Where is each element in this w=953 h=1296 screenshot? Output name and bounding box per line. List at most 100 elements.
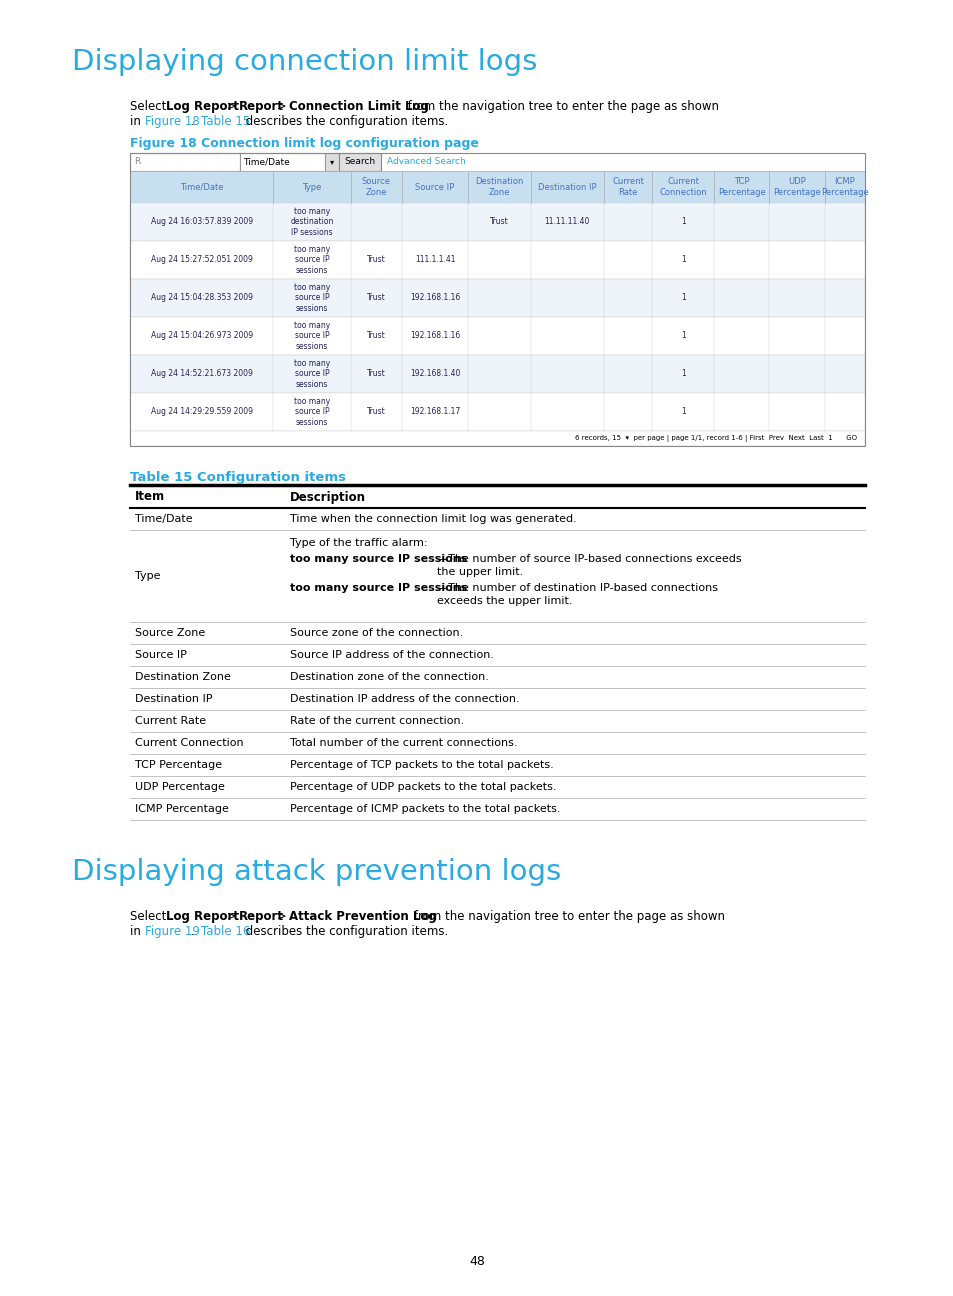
Text: too many
source IP
sessions: too many source IP sessions [294, 283, 330, 312]
Text: Source Zone: Source Zone [135, 629, 205, 638]
Text: Log Report: Log Report [166, 910, 238, 923]
Text: Destination zone of the connection.: Destination zone of the connection. [290, 673, 488, 682]
Text: R: R [133, 158, 140, 166]
Text: Percentage of TCP packets to the total packets.: Percentage of TCP packets to the total p… [290, 759, 553, 770]
Text: 192.168.1.40: 192.168.1.40 [410, 369, 459, 378]
Text: >: > [223, 100, 240, 113]
Text: Type of the traffic alarm:: Type of the traffic alarm: [290, 538, 427, 548]
Text: Description: Description [290, 490, 366, 504]
Bar [130, 432, 864, 446]
Text: 1: 1 [680, 332, 685, 341]
Text: Trust: Trust [367, 369, 385, 378]
Text: Current
Connection: Current Connection [659, 178, 706, 197]
Text: Displaying connection limit logs: Displaying connection limit logs [71, 48, 537, 76]
Text: 192.168.1.16: 192.168.1.16 [410, 332, 459, 341]
Text: Rate of the current connection.: Rate of the current connection. [290, 715, 464, 726]
Bar [130, 355, 864, 393]
Text: UDP Percentage: UDP Percentage [135, 781, 225, 792]
Text: Log Report: Log Report [166, 100, 238, 113]
Text: >: > [274, 100, 291, 113]
Text: Source zone of the connection.: Source zone of the connection. [290, 629, 463, 638]
Text: too many source IP sessions: too many source IP sessions [290, 553, 467, 564]
Text: Select: Select [130, 910, 170, 923]
Text: Source
Zone: Source Zone [361, 178, 391, 197]
Text: Time/Date: Time/Date [180, 183, 223, 192]
Text: Select: Select [130, 100, 170, 113]
Text: Table 16: Table 16 [201, 925, 251, 938]
Text: Time when the connection limit log was generated.: Time when the connection limit log was g… [290, 515, 577, 524]
Text: Item: Item [135, 490, 165, 504]
Text: Destination IP: Destination IP [135, 693, 213, 704]
Text: Table 15 Configuration items: Table 15 Configuration items [130, 470, 346, 483]
Bar [130, 279, 864, 318]
Text: —The number of destination IP-based connections: —The number of destination IP-based conn… [436, 583, 717, 594]
Text: Trust: Trust [367, 255, 385, 264]
Bar [130, 393, 864, 432]
Text: Advanced Search: Advanced Search [387, 158, 465, 166]
Text: Report: Report [238, 100, 283, 113]
Text: TCP
Percentage: TCP Percentage [718, 178, 765, 197]
Text: Current Connection: Current Connection [135, 737, 243, 748]
Text: Aug 24 15:27:52.051 2009: Aug 24 15:27:52.051 2009 [151, 255, 253, 264]
Text: 11.11.11.40: 11.11.11.40 [544, 218, 589, 227]
Bar [240, 153, 325, 171]
Text: in: in [130, 115, 145, 128]
Text: ICMP
Percentage: ICMP Percentage [820, 178, 868, 197]
Text: Percentage of ICMP packets to the total packets.: Percentage of ICMP packets to the total … [290, 804, 560, 814]
Bar [130, 318, 864, 355]
Text: 111.1.1.41: 111.1.1.41 [415, 255, 455, 264]
Text: Destination
Zone: Destination Zone [475, 178, 523, 197]
Text: TCP Percentage: TCP Percentage [135, 759, 222, 770]
Text: 1: 1 [680, 407, 685, 416]
Text: Report: Report [238, 910, 283, 923]
Text: Aug 24 14:29:29.559 2009: Aug 24 14:29:29.559 2009 [151, 407, 253, 416]
Text: Time/Date: Time/Date [135, 515, 193, 524]
Text: Search: Search [344, 158, 375, 166]
Bar [325, 153, 338, 171]
Text: Figure 19: Figure 19 [145, 925, 200, 938]
Text: too many
source IP
sessions: too many source IP sessions [294, 397, 330, 426]
Text: UDP
Percentage: UDP Percentage [772, 178, 820, 197]
Text: too many source IP sessions: too many source IP sessions [290, 583, 467, 594]
Text: —The number of source IP-based connections exceeds: —The number of source IP-based connectio… [436, 553, 740, 564]
Text: 1: 1 [680, 293, 685, 302]
Text: Aug 24 14:52:21.673 2009: Aug 24 14:52:21.673 2009 [151, 369, 253, 378]
Text: >: > [274, 910, 291, 923]
Text: Destination Zone: Destination Zone [135, 673, 231, 682]
Text: Time/Date: Time/Date [243, 158, 290, 166]
Text: Current
Rate: Current Rate [612, 178, 643, 197]
Bar [130, 153, 864, 446]
Text: Source IP: Source IP [415, 183, 455, 192]
Text: describes the configuration items.: describes the configuration items. [242, 115, 448, 128]
Text: exceeds the upper limit.: exceeds the upper limit. [436, 596, 572, 607]
Text: Figure 18 Connection limit log configuration page: Figure 18 Connection limit log configura… [130, 137, 478, 150]
Text: 6 records, 15  ▾  per page | page 1/1, record 1-6 | First  Prev  Next  Last  1  : 6 records, 15 ▾ per page | page 1/1, rec… [575, 435, 856, 442]
Bar [130, 171, 864, 203]
Text: from the navigation tree to enter the page as shown: from the navigation tree to enter the pa… [410, 910, 724, 923]
Text: Connection Limit Log: Connection Limit Log [289, 100, 428, 113]
Text: 192.168.1.17: 192.168.1.17 [410, 407, 459, 416]
Text: 192.168.1.16: 192.168.1.16 [410, 293, 459, 302]
Text: ▾: ▾ [330, 158, 334, 166]
Text: Current Rate: Current Rate [135, 715, 206, 726]
Text: Percentage of UDP packets to the total packets.: Percentage of UDP packets to the total p… [290, 781, 556, 792]
Bar [130, 203, 864, 241]
Text: .: . [191, 925, 198, 938]
Text: Trust: Trust [367, 332, 385, 341]
Text: >: > [223, 910, 240, 923]
Bar [130, 153, 240, 171]
Text: .: . [191, 115, 198, 128]
Text: Attack Prevention Log: Attack Prevention Log [289, 910, 436, 923]
Text: Trust: Trust [367, 293, 385, 302]
Text: Trust: Trust [490, 218, 508, 227]
Text: too many
source IP
sessions: too many source IP sessions [294, 245, 330, 275]
Text: Table 15: Table 15 [201, 115, 251, 128]
Text: Aug 24 15:04:28.353 2009: Aug 24 15:04:28.353 2009 [151, 293, 253, 302]
Text: Trust: Trust [367, 407, 385, 416]
Text: the upper limit.: the upper limit. [436, 568, 522, 577]
Text: describes the configuration items.: describes the configuration items. [242, 925, 448, 938]
Text: 1: 1 [680, 369, 685, 378]
Text: Destination IP: Destination IP [537, 183, 596, 192]
Text: in: in [130, 925, 145, 938]
Text: too many
destination
IP sessions: too many destination IP sessions [290, 207, 334, 237]
